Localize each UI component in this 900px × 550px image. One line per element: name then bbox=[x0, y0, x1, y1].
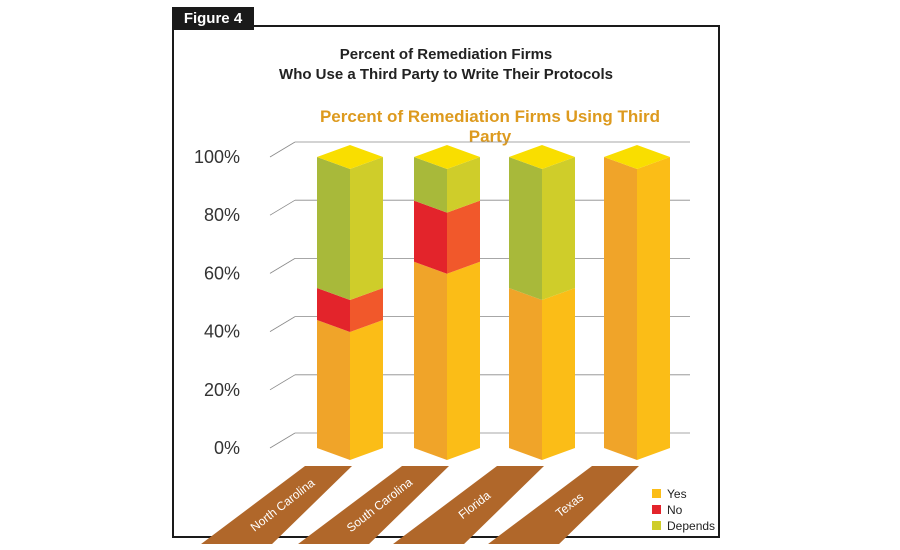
bar-north-carolina-no-front bbox=[317, 287, 350, 332]
gridline-diagonal bbox=[269, 316, 296, 332]
y-tick-label: 100% bbox=[194, 147, 240, 167]
gridline-diagonal bbox=[269, 199, 296, 216]
category-floor-texas bbox=[488, 466, 639, 544]
y-tick-label: 40% bbox=[204, 322, 240, 342]
bar-north-carolina-yes-side bbox=[350, 319, 383, 460]
bar-south-carolina-top bbox=[414, 145, 480, 169]
bar-north-carolina-no-side bbox=[350, 287, 383, 332]
bar-florida-depends-front bbox=[509, 157, 542, 300]
chart-subtitle: Percent of Remediation Firms Using Third… bbox=[319, 107, 661, 146]
bar-texas-top bbox=[604, 145, 670, 169]
bar-texas-yes-side bbox=[637, 157, 670, 460]
bar-texas-yes-front bbox=[604, 157, 637, 460]
bar-florida-yes-side bbox=[542, 287, 575, 460]
bar-north-carolina-depends-front bbox=[317, 157, 350, 300]
category-floor-florida bbox=[393, 466, 544, 544]
legend-swatch-no bbox=[652, 505, 661, 514]
category-floor-south-carolina bbox=[298, 466, 449, 544]
legend-label-no: No bbox=[667, 503, 683, 517]
bar-south-carolina-depends-side bbox=[447, 157, 480, 213]
bar-north-carolina-top bbox=[317, 145, 383, 169]
bar-south-carolina-yes-front bbox=[414, 261, 447, 460]
category-floor-north-carolina bbox=[201, 466, 352, 544]
figure-label: Figure 4 bbox=[172, 7, 254, 30]
legend-label-yes: Yes bbox=[667, 487, 687, 501]
legend-label-depends: Depends bbox=[667, 519, 715, 533]
gridline-diagonal bbox=[269, 258, 296, 274]
bar-florida-top bbox=[509, 145, 575, 169]
y-tick-label: 20% bbox=[204, 380, 240, 400]
bar-south-carolina-no-side bbox=[447, 200, 480, 274]
bar-south-carolina-depends-front bbox=[414, 157, 447, 213]
legend-swatch-yes bbox=[652, 489, 661, 498]
chart-title-line-1: Percent of Remediation Firms bbox=[339, 46, 553, 63]
legend-swatch-depends bbox=[652, 521, 661, 530]
gridline-diagonal bbox=[269, 432, 296, 449]
bar-florida-yes-front bbox=[509, 287, 542, 460]
y-tick-label: 60% bbox=[204, 263, 240, 283]
y-tick-label: 0% bbox=[214, 438, 240, 458]
y-tick-label: 80% bbox=[204, 205, 240, 225]
bar-north-carolina-depends-side bbox=[350, 157, 383, 300]
bar-south-carolina-no-front bbox=[414, 200, 447, 274]
chart-title-line-2: Who Use a Third Party to Write Their Pro… bbox=[279, 66, 613, 83]
gridline-diagonal bbox=[269, 374, 296, 391]
bar-florida-depends-side bbox=[542, 157, 575, 300]
bar-north-carolina-yes-front bbox=[317, 319, 350, 460]
bar-south-carolina-yes-side bbox=[447, 261, 480, 460]
gridline-diagonal bbox=[269, 141, 296, 158]
